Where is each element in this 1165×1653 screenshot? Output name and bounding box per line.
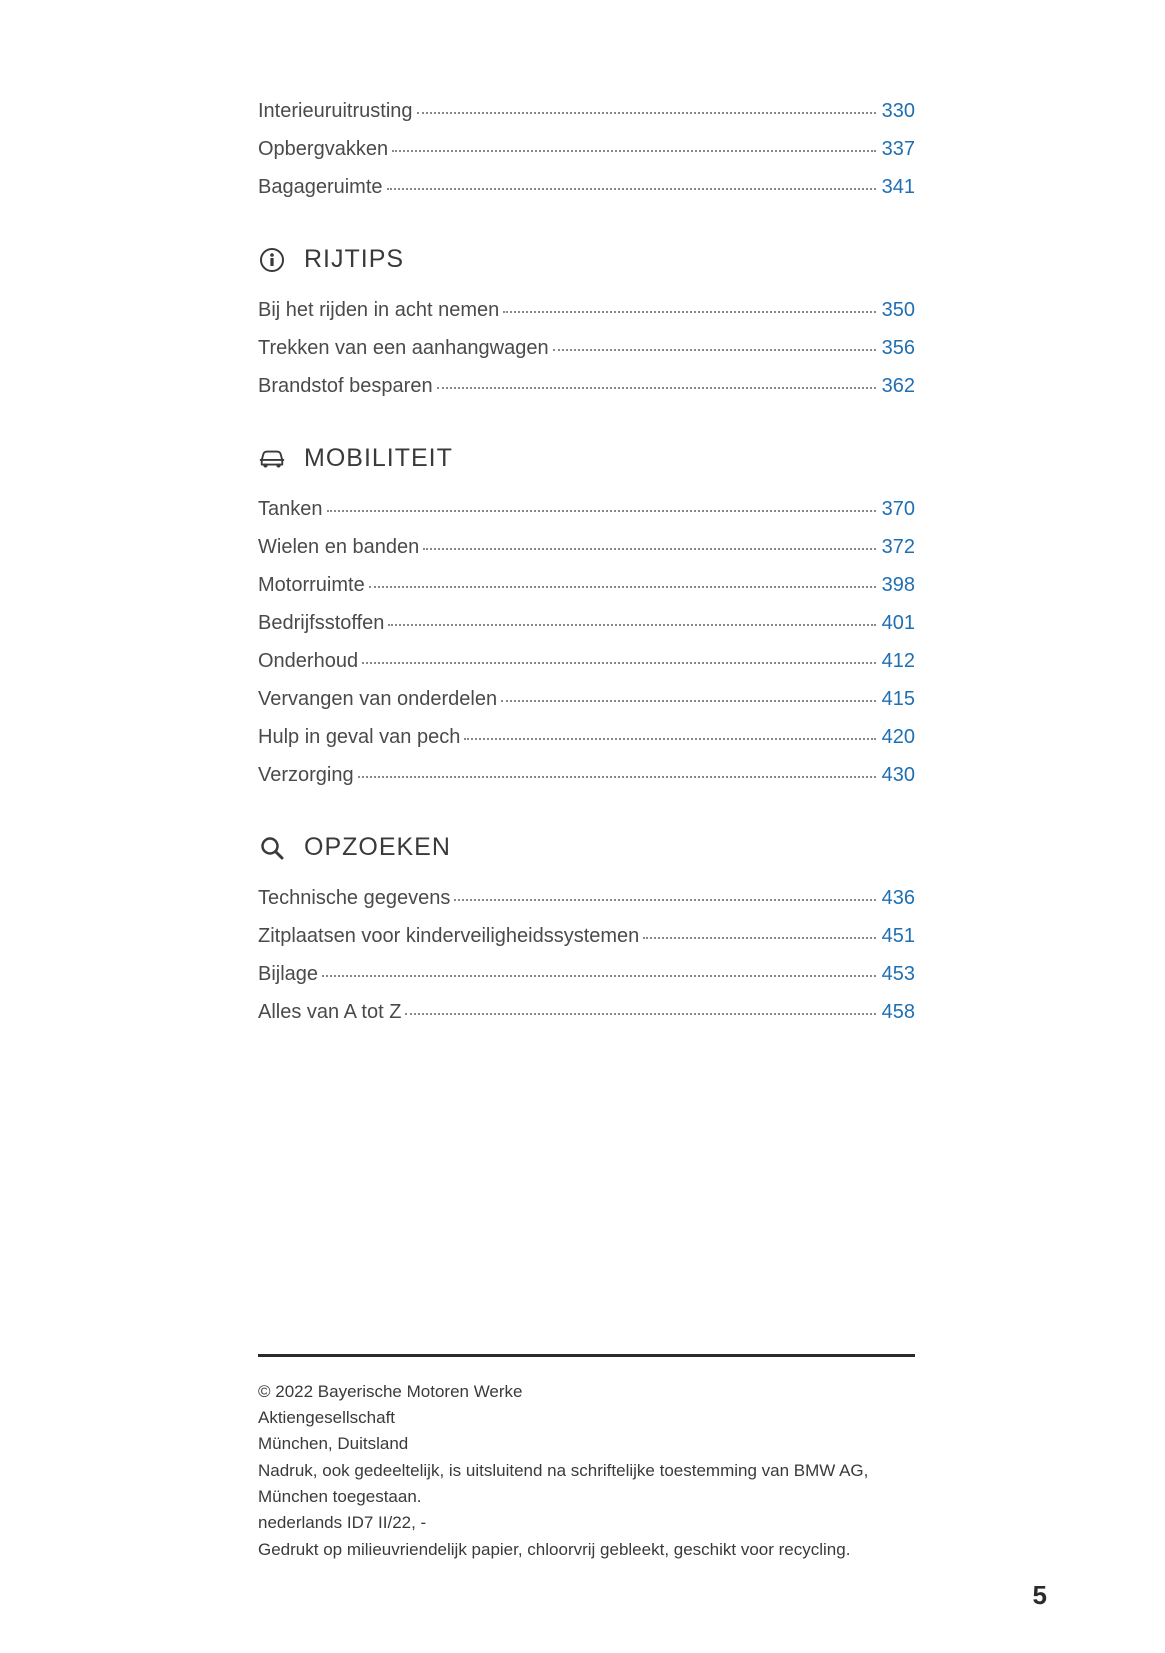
section-title: MOBILITEIT [304, 444, 453, 473]
toc-entry[interactable]: Trekken van een aanhangwagen 356 [258, 332, 915, 364]
toc-entry[interactable]: Bedrijfsstoffen 401 [258, 607, 915, 639]
footer-line: Gedrukt op milieuvriendelijk papier, chl… [258, 1537, 915, 1563]
toc-dots [392, 150, 876, 152]
toc-page-link[interactable]: 362 [882, 370, 915, 402]
search-icon [258, 835, 286, 861]
toc-entry[interactable]: Vervangen van onderdelen 415 [258, 683, 915, 715]
toc-entry[interactable]: Technische gegevens 436 [258, 882, 915, 914]
toc-label: Bedrijfsstoffen [258, 607, 384, 639]
toc-label: Motorruimte [258, 569, 365, 601]
footer-line: München, Duitsland [258, 1431, 915, 1457]
section-title: OPZOEKEN [304, 833, 451, 862]
toc-label: Tanken [258, 493, 323, 525]
toc-label: Brandstof besparen [258, 370, 433, 402]
page-number: 5 [1033, 1580, 1047, 1611]
footer: © 2022 Bayerische Motoren Werke Aktienge… [258, 1354, 915, 1563]
info-icon [258, 247, 286, 273]
footer-line: © 2022 Bayerische Motoren Werke [258, 1379, 915, 1405]
toc-page-link[interactable]: 451 [882, 920, 915, 952]
toc-dots [369, 586, 876, 588]
toc-page-link[interactable]: 398 [882, 569, 915, 601]
toc-page-link[interactable]: 415 [882, 683, 915, 715]
toc-page-link[interactable]: 372 [882, 531, 915, 563]
toc-continuation: Interieuruitrusting 330 Opbergvakken 337… [258, 95, 915, 203]
toc-page-link[interactable]: 337 [882, 133, 915, 165]
section-header-opzoeken: OPZOEKEN [258, 833, 915, 862]
toc-entry[interactable]: Opbergvakken 337 [258, 133, 915, 165]
toc-label: Bij het rijden in acht nemen [258, 294, 499, 326]
toc-page-link[interactable]: 341 [882, 171, 915, 203]
toc-label: Alles van A tot Z [258, 996, 401, 1028]
toc-entry[interactable]: Motorruimte 398 [258, 569, 915, 601]
toc-dots [358, 776, 876, 778]
section-entries-opzoeken: Technische gegevens 436 Zitplaatsen voor… [258, 882, 915, 1028]
toc-label: Zitplaatsen voor kinderveiligheidssystem… [258, 920, 639, 952]
toc-dots [417, 112, 876, 114]
toc-entry[interactable]: Interieuruitrusting 330 [258, 95, 915, 127]
footer-text: © 2022 Bayerische Motoren Werke Aktienge… [258, 1379, 915, 1563]
toc-page-link[interactable]: 412 [882, 645, 915, 677]
toc-label: Vervangen van onderdelen [258, 683, 497, 715]
toc-entry[interactable]: Alles van A tot Z 458 [258, 996, 915, 1028]
footer-rule [258, 1354, 915, 1357]
toc-dots [437, 387, 876, 389]
car-icon [258, 448, 286, 470]
toc-dots [327, 510, 876, 512]
toc-entry[interactable]: Onderhoud 412 [258, 645, 915, 677]
toc-label: Bijlage [258, 958, 318, 990]
toc-dots [501, 700, 876, 702]
toc-dots [405, 1013, 875, 1015]
toc-dots [454, 899, 875, 901]
section-header-mobiliteit: MOBILITEIT [258, 444, 915, 473]
toc-page-link[interactable]: 420 [882, 721, 915, 753]
toc-entry[interactable]: Zitplaatsen voor kinderveiligheidssystem… [258, 920, 915, 952]
toc-dots [553, 349, 876, 351]
toc-entry[interactable]: Hulp in geval van pech 420 [258, 721, 915, 753]
toc-page-link[interactable]: 370 [882, 493, 915, 525]
footer-line: München toegestaan. [258, 1484, 915, 1510]
toc-label: Verzorging [258, 759, 354, 791]
toc-entry[interactable]: Tanken 370 [258, 493, 915, 525]
toc-label: Technische gegevens [258, 882, 450, 914]
toc-entry[interactable]: Bij het rijden in acht nemen 350 [258, 294, 915, 326]
toc-page-link[interactable]: 458 [882, 996, 915, 1028]
toc-page-link[interactable]: 436 [882, 882, 915, 914]
toc-dots [387, 188, 876, 190]
toc-label: Bagageruimte [258, 171, 383, 203]
toc-label: Onderhoud [258, 645, 358, 677]
section-entries-mobiliteit: Tanken 370 Wielen en banden 372 Motorrui… [258, 493, 915, 791]
toc-label: Wielen en banden [258, 531, 419, 563]
toc-label: Opbergvakken [258, 133, 388, 165]
toc-entry[interactable]: Wielen en banden 372 [258, 531, 915, 563]
toc-label: Hulp in geval van pech [258, 721, 460, 753]
toc-label: Interieuruitrusting [258, 95, 413, 127]
toc-page-link[interactable]: 453 [882, 958, 915, 990]
toc-page-link[interactable]: 350 [882, 294, 915, 326]
toc-dots [423, 548, 875, 550]
toc-page-link[interactable]: 401 [882, 607, 915, 639]
section-entries-rijtips: Bij het rijden in acht nemen 350 Trekken… [258, 294, 915, 402]
toc-page-link[interactable]: 356 [882, 332, 915, 364]
footer-line: nederlands ID7 II/22, - [258, 1510, 915, 1536]
toc-entry[interactable]: Verzorging 430 [258, 759, 915, 791]
toc-entry[interactable]: Brandstof besparen 362 [258, 370, 915, 402]
toc-dots [362, 662, 876, 664]
toc-dots [388, 624, 875, 626]
toc-entry[interactable]: Bagageruimte 341 [258, 171, 915, 203]
section-title: RIJTIPS [304, 245, 404, 274]
toc-dots [503, 311, 875, 313]
toc-label: Trekken van een aanhangwagen [258, 332, 549, 364]
footer-line: Nadruk, ook gedeeltelijk, is uitsluitend… [258, 1458, 915, 1484]
toc-dots [322, 975, 876, 977]
toc-dots [643, 937, 875, 939]
toc-page-link[interactable]: 430 [882, 759, 915, 791]
toc-page-link[interactable]: 330 [882, 95, 915, 127]
toc-dots [464, 738, 875, 740]
toc-entry[interactable]: Bijlage 453 [258, 958, 915, 990]
footer-line: Aktiengesellschaft [258, 1405, 915, 1431]
section-header-rijtips: RIJTIPS [258, 245, 915, 274]
